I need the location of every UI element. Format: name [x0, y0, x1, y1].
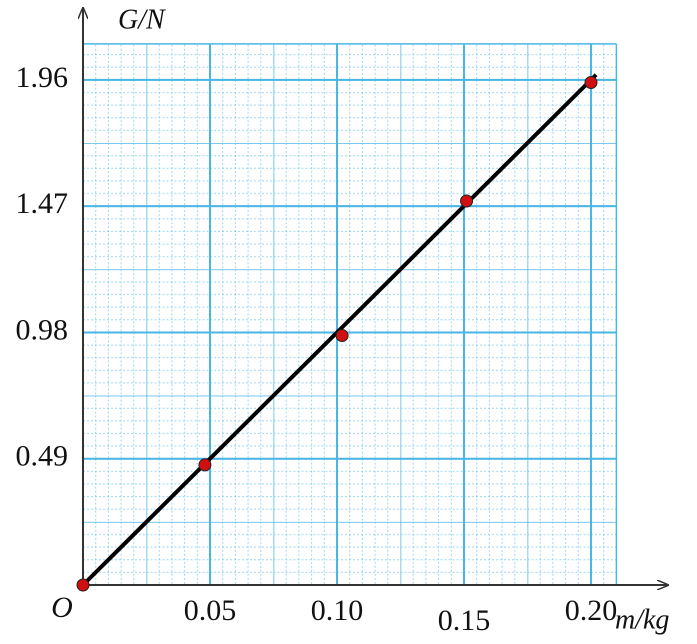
- data-point: [335, 329, 349, 343]
- x-tick-label: 0.15: [438, 604, 491, 637]
- y-tick-label: 1.96: [16, 61, 69, 94]
- y-tick-label: 1.47: [16, 187, 69, 220]
- x-axis-label: m/kg: [615, 604, 669, 635]
- x-tick-label: 0.20: [565, 594, 618, 627]
- x-tick-label: 0.10: [311, 594, 364, 627]
- data-point: [584, 75, 598, 89]
- data-point: [76, 578, 90, 592]
- data-point: [460, 194, 474, 208]
- origin-label: O: [51, 591, 73, 624]
- y-tick-label: 0.49: [16, 440, 69, 473]
- x-tick-label: 0.05: [184, 594, 237, 627]
- data-point: [198, 458, 212, 472]
- y-tick-label: 0.98: [16, 313, 69, 346]
- y-axis-label: G/N: [118, 4, 166, 35]
